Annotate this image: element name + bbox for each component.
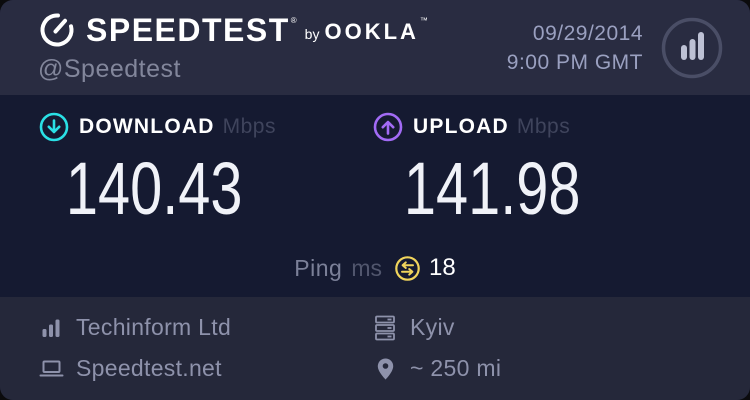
ping-label: Ping [294, 254, 343, 281]
header-right: 09/29/2014 9:00 PM GMT [507, 16, 724, 80]
footer-left: Techinform Ltd Speedtest.net [38, 307, 372, 400]
ping-result: Ping ms 18 [0, 254, 750, 282]
download-value: 140.43 [65, 146, 243, 230]
site-row: Speedtest.net [38, 348, 372, 389]
registered-mark: ® [290, 15, 297, 25]
ping-unit: ms [351, 254, 382, 281]
upload-value-box: 141.98 [372, 146, 612, 230]
download-unit: Mbps [222, 115, 276, 138]
upload-label: UPLOAD [413, 115, 509, 138]
download-result: DOWNLOAD Mbps 140.43 [38, 111, 275, 230]
upload-label-row: UPLOAD Mbps [372, 112, 612, 142]
laptop-icon [38, 358, 64, 379]
footer: Techinform Ltd Speedtest.net [0, 297, 750, 400]
site-name: Speedtest.net [76, 355, 222, 381]
server-row: Kyiv [372, 307, 501, 348]
results-section: DOWNLOAD Mbps 140.43 [0, 95, 750, 297]
ping-value: 18 [429, 254, 456, 281]
logo-speedtest-text: SPEEDTEST [86, 12, 290, 48]
gauge-icon [38, 11, 76, 49]
download-label-row: DOWNLOAD Mbps [38, 111, 275, 143]
speed-results: DOWNLOAD Mbps 140.43 [0, 112, 750, 230]
server-icon [372, 315, 398, 341]
account-handle: @Speedtest [38, 55, 181, 83]
header-left: SPEEDTEST ® by OOKLA ™ @Speedtest [38, 11, 428, 84]
upload-unit: Mbps [516, 115, 571, 138]
footer-right: Kyiv ~ 250 mi [372, 307, 501, 400]
result-bars-icon [660, 16, 724, 80]
test-date: 09/29/2014 [532, 21, 643, 45]
logo-ookla-text: OOKLA [324, 19, 419, 44]
signal-bars-icon [38, 317, 64, 338]
trademark-mark: ™ [419, 15, 428, 25]
distance-value: ~ 250 mi [410, 355, 502, 381]
header: SPEEDTEST ® by OOKLA ™ @Speedtest 09/29/… [0, 0, 750, 95]
isp-row: Techinform Ltd [38, 307, 372, 348]
logo-by-text: by [304, 26, 320, 42]
test-time: 9:00 PM GMT [506, 50, 643, 74]
arrow-down-circle-icon [38, 111, 70, 143]
arrow-up-circle-icon [372, 111, 404, 143]
speedtest-logo: SPEEDTEST ® by OOKLA ™ [38, 11, 428, 49]
download-label: DOWNLOAD [79, 115, 215, 138]
isp-name: Techinform Ltd [76, 314, 232, 340]
server-name: Kyiv [410, 314, 455, 340]
test-datetime: 09/29/2014 9:00 PM GMT [507, 19, 643, 77]
latency-arrows-icon [394, 255, 421, 282]
distance-row: ~ 250 mi [372, 348, 501, 389]
upload-result: UPLOAD Mbps 141.98 [372, 112, 612, 230]
upload-value: 141.98 [403, 146, 581, 230]
location-pin-icon [372, 357, 398, 381]
download-value-box: 140.43 [38, 146, 270, 230]
